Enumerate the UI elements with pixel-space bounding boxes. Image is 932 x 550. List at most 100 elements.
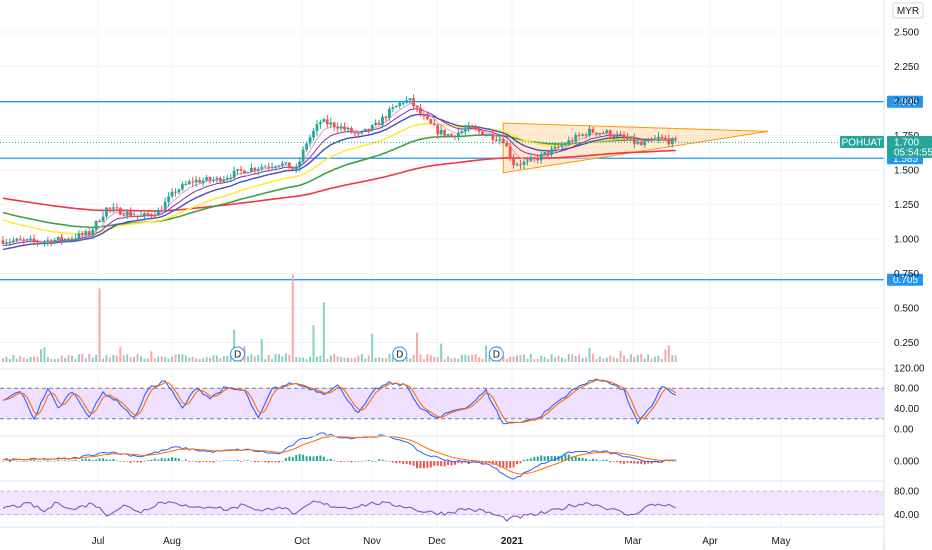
volume-bar xyxy=(488,355,491,362)
candle-body xyxy=(584,134,588,136)
candle-body xyxy=(353,132,357,134)
volume-bar xyxy=(312,325,315,362)
candle-body xyxy=(163,201,167,210)
volume-bar xyxy=(212,355,215,362)
macd-histogram-bar xyxy=(260,461,263,462)
macd-histogram-bar xyxy=(460,461,463,464)
volume-bar xyxy=(485,345,487,362)
volume-bar xyxy=(336,356,339,362)
macd-histogram-bar xyxy=(405,461,408,464)
volume-bar xyxy=(46,357,49,362)
candle-body xyxy=(419,107,422,115)
macd-histogram-bar xyxy=(15,460,18,462)
macd-histogram-bar xyxy=(312,456,315,461)
candle-body xyxy=(591,128,595,133)
macd-histogram-bar xyxy=(46,461,49,462)
candle-body xyxy=(194,179,198,183)
candle-body xyxy=(174,191,177,193)
macd-histogram-bar xyxy=(464,461,467,463)
macd-histogram-bar xyxy=(588,460,591,461)
ema-blue-line xyxy=(2,113,676,251)
macd-histogram-bar xyxy=(288,456,291,461)
macd-histogram-bar xyxy=(581,457,584,461)
volume-bar xyxy=(160,356,163,362)
volume-bar xyxy=(547,359,550,362)
time-axis-label: Aug xyxy=(163,536,181,547)
volume-bar xyxy=(429,355,432,362)
candle-body xyxy=(636,142,640,144)
currency-badge[interactable] xyxy=(892,2,924,19)
dividend-marker[interactable] xyxy=(230,346,246,362)
volume-bar xyxy=(229,356,232,362)
volume-bar xyxy=(171,356,174,362)
macd-histogram-bar xyxy=(491,461,494,465)
volume-bar xyxy=(378,357,381,362)
candle-body xyxy=(539,154,543,161)
candle-body xyxy=(570,140,574,142)
volume-bar xyxy=(391,356,394,362)
macd-histogram-bar xyxy=(188,461,191,462)
candle-body xyxy=(432,123,436,126)
volume-bar xyxy=(447,356,450,362)
volume-bar xyxy=(164,356,167,362)
candle-body xyxy=(115,207,119,209)
macd-histogram-bar xyxy=(22,461,25,462)
macd-histogram-bar xyxy=(219,461,222,462)
macd-histogram-bar xyxy=(64,460,67,461)
volume-bar xyxy=(43,347,46,362)
macd-histogram-bar xyxy=(426,461,429,468)
macd-histogram-bar xyxy=(667,460,670,462)
volume-bar xyxy=(650,358,653,362)
candle-body xyxy=(87,231,91,236)
macd-histogram-bar xyxy=(198,461,201,463)
macd-histogram-bar xyxy=(619,461,622,464)
candle-body xyxy=(294,167,298,170)
ema-green-line xyxy=(2,134,676,229)
vertical-gridlines xyxy=(97,0,782,527)
price-candles[interactable] xyxy=(0,94,884,248)
volume-bar xyxy=(588,347,591,362)
volume-bar xyxy=(595,358,598,362)
horizontal-levels[interactable]: 1.995 1.585 0.705 xyxy=(0,95,923,287)
candle-body xyxy=(563,144,567,146)
volume-bar xyxy=(519,355,522,362)
candle-body xyxy=(156,209,160,216)
candle-body xyxy=(212,179,215,181)
macd-histogram-bar xyxy=(364,460,367,462)
volume-bar xyxy=(39,349,42,362)
stochastic-tick-label: 80.00 xyxy=(894,384,919,395)
last-price-label: 1.700 xyxy=(894,138,919,149)
macd-histogram-bar xyxy=(236,459,239,461)
volume-bar xyxy=(281,356,284,362)
volume-bar xyxy=(302,357,305,362)
candle-body xyxy=(519,164,522,166)
volume-bar xyxy=(374,357,377,362)
macd-histogram-bar xyxy=(212,461,215,463)
time-axis[interactable]: Jul Aug Oct Nov Dec 2021 Mar Apr May xyxy=(92,536,885,550)
macd-histogram-bar xyxy=(202,461,205,462)
volume-bar xyxy=(450,358,453,362)
dividend-marker[interactable] xyxy=(392,346,408,362)
dividend-marker[interactable] xyxy=(488,346,504,362)
candle-body xyxy=(653,138,657,140)
macd-histogram-bar xyxy=(626,461,629,464)
macd-histogram-bar xyxy=(174,457,177,461)
price-axis[interactable]: 2.5002.2502.0001.7501.5001.2501.0000.750… xyxy=(894,28,919,350)
macd-histogram-bar xyxy=(419,461,422,469)
candle-body xyxy=(446,134,450,136)
volume-bar xyxy=(505,358,508,362)
volume-bar xyxy=(550,354,553,362)
macd-histogram-bar xyxy=(95,459,98,461)
candle-body xyxy=(439,129,443,135)
macd-histogram-bar xyxy=(474,461,477,463)
macd-histogram-bar xyxy=(336,461,339,462)
candle-body xyxy=(398,102,402,106)
macd-histogram-bar xyxy=(585,458,588,461)
candle-body xyxy=(550,148,553,155)
macd-histogram-bar xyxy=(640,461,643,464)
candle-body xyxy=(274,166,277,168)
macd-histogram-bar xyxy=(502,461,505,468)
